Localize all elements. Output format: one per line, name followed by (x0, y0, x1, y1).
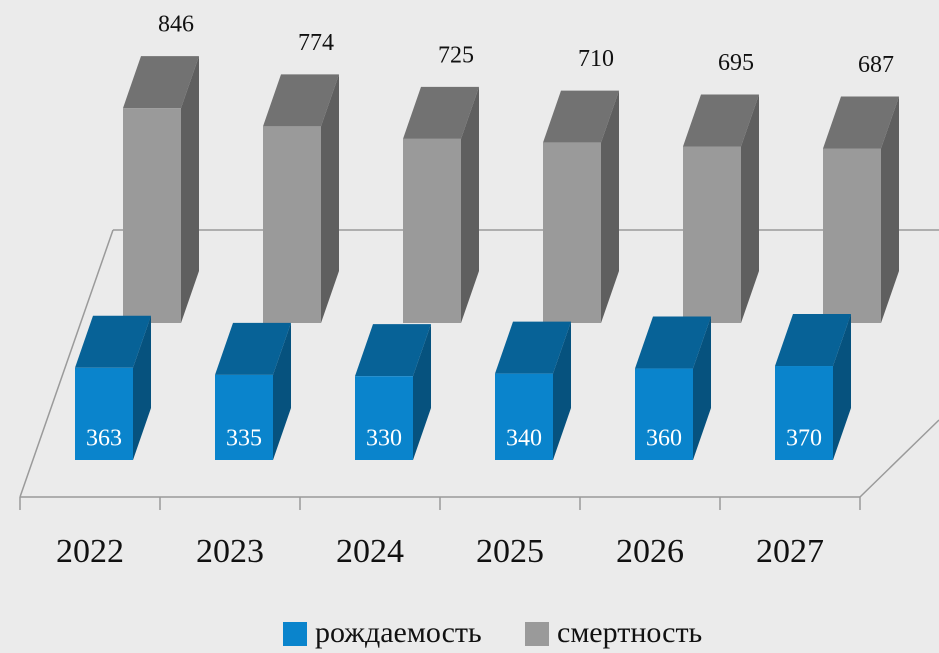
bar (635, 368, 693, 460)
data-label: 774 (298, 30, 334, 56)
data-label: 370 (786, 426, 822, 452)
bar-top (635, 316, 711, 369)
bar-top (543, 90, 619, 143)
data-label: 363 (86, 426, 122, 452)
bar-top (75, 315, 151, 368)
data-label: 695 (718, 50, 754, 76)
bar (403, 138, 461, 323)
data-label: 710 (578, 46, 614, 72)
bar-side (693, 316, 711, 460)
x-tick-label: 2026 (616, 533, 684, 570)
bar-top (263, 74, 339, 127)
legend-label: смертность (557, 616, 702, 649)
legend-label: рождаемость (315, 616, 482, 649)
bar (683, 146, 741, 323)
bar-side (133, 315, 151, 460)
bar-top (683, 94, 759, 147)
bar (123, 108, 181, 323)
bar-top (355, 324, 431, 377)
floor-right (859, 419, 939, 498)
data-label: 725 (438, 42, 474, 68)
bar-side (321, 74, 339, 324)
bar (215, 374, 273, 460)
data-label: 687 (858, 52, 894, 78)
floor-left (19, 229, 114, 498)
x-tick-label: 2025 (476, 533, 544, 570)
data-label: 335 (226, 426, 262, 452)
bar (75, 367, 133, 460)
x-tick-label: 2024 (336, 533, 404, 570)
bar (543, 142, 601, 323)
x-tick-label: 2022 (56, 533, 124, 570)
bar-top (495, 321, 571, 374)
bar-side (881, 96, 899, 323)
bar-side (601, 90, 619, 323)
bar-side (181, 56, 199, 324)
bar (823, 148, 881, 323)
bar-side (413, 324, 431, 460)
bar-side (553, 321, 571, 460)
x-tick-label: 2027 (756, 533, 824, 570)
x-tick-label: 2023 (196, 533, 264, 570)
bar-top (123, 56, 199, 109)
bar-side (273, 322, 291, 460)
bar-side (461, 86, 479, 323)
data-label: 846 (158, 12, 194, 38)
bar-top (403, 86, 479, 139)
bar-top (215, 322, 291, 375)
bar-side (833, 314, 851, 460)
bar-top (823, 96, 899, 149)
data-label: 330 (366, 426, 402, 452)
bar (355, 376, 413, 460)
bar (263, 126, 321, 324)
bar (495, 373, 553, 460)
legend-swatch (283, 622, 307, 646)
bar-top (775, 314, 851, 367)
legend-swatch (525, 622, 549, 646)
data-label: 340 (506, 426, 542, 452)
bar (775, 366, 833, 460)
bar-side (741, 94, 759, 323)
data-label: 360 (646, 426, 682, 452)
